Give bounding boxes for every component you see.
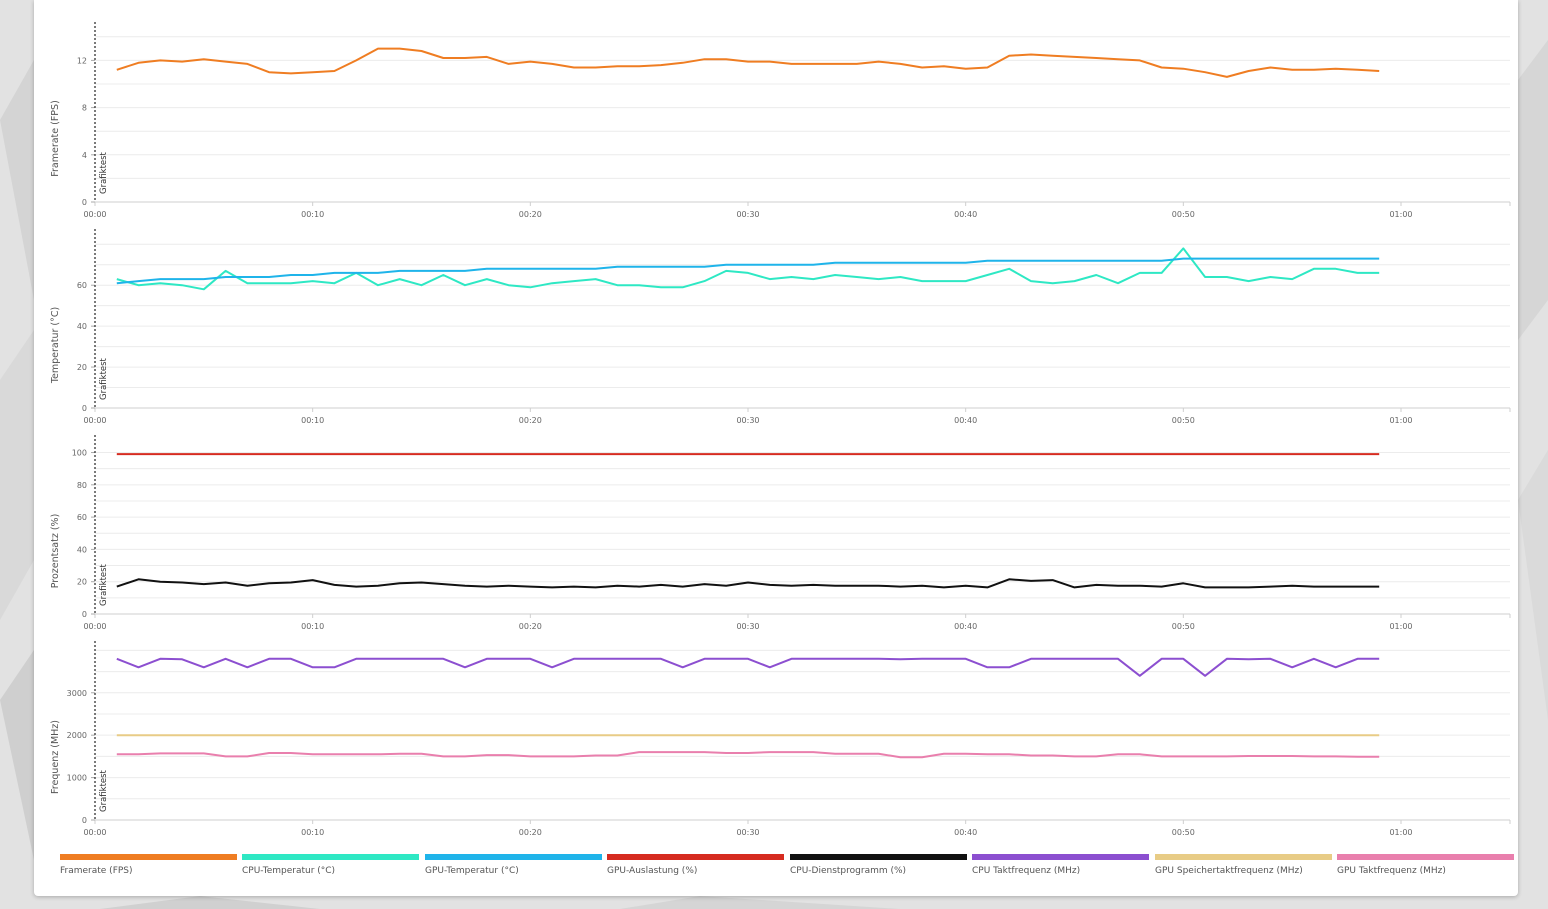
y-tick-label: 60 — [77, 281, 87, 290]
series-line — [116, 751, 1380, 759]
legend-item-gpu-mem-clock[interactable]: GPU Speichertaktfrequenz (MHz) — [1155, 854, 1332, 876]
y-tick-label: 12 — [77, 56, 87, 65]
x-tick-label: 00:40 — [954, 416, 977, 425]
legend-label: GPU-Temperatur (°C) — [425, 866, 519, 876]
x-tick-label: 00:00 — [83, 416, 106, 425]
legend-swatch — [1155, 854, 1332, 860]
x-tick-label: 00:40 — [954, 210, 977, 219]
y-axis-label: Framerate (FPS) — [50, 100, 61, 177]
y-tick-label: 60 — [77, 513, 87, 522]
series-line — [116, 578, 1380, 589]
x-tick-label: 00:00 — [83, 622, 106, 631]
legend-item-cpu-temp[interactable]: CPU-Temperatur (°C) — [242, 854, 419, 876]
x-tick-label: 00:40 — [954, 622, 977, 631]
y-tick-label: 0 — [82, 816, 87, 825]
series-line — [116, 257, 1380, 285]
legend-swatch — [972, 854, 1149, 860]
event-marker-label: Grafiktest — [99, 563, 109, 606]
legend-label: Framerate (FPS) — [60, 866, 133, 876]
legend-item-fps[interactable]: Framerate (FPS) — [60, 854, 237, 876]
legend-label: CPU-Dienstprogramm (%) — [790, 866, 907, 876]
x-tick-label: 00:30 — [736, 416, 759, 425]
x-tick-label: 01:00 — [1389, 622, 1412, 631]
series-line — [116, 657, 1380, 677]
y-tick-label: 0 — [82, 404, 87, 413]
x-tick-label: 00:20 — [519, 622, 542, 631]
x-tick-label: 00:00 — [83, 210, 106, 219]
legend-label: GPU Speichertaktfrequenz (MHz) — [1155, 866, 1303, 876]
chart-panel — [34, 0, 1518, 896]
event-marker-label: Grafiktest — [99, 357, 109, 400]
x-tick-label: 00:30 — [736, 210, 759, 219]
x-tick-label: 00:10 — [301, 416, 324, 425]
series-line — [116, 47, 1380, 78]
legend-item-gpu-temp[interactable]: GPU-Temperatur (°C) — [425, 854, 602, 876]
y-tick-label: 20 — [77, 578, 87, 587]
y-axis-label: Frequenz (MHz) — [50, 720, 61, 794]
legend-item-cpu-clock[interactable]: CPU Taktfrequenz (MHz) — [972, 854, 1149, 876]
legend-label: GPU-Auslastung (%) — [607, 866, 698, 876]
x-tick-label: 01:00 — [1389, 210, 1412, 219]
x-tick-label: 00:20 — [519, 416, 542, 425]
event-marker-label: Grafiktest — [99, 769, 109, 812]
y-tick-label: 20 — [77, 363, 87, 372]
legend-item-gpu-clock[interactable]: GPU Taktfrequenz (MHz) — [1337, 854, 1514, 876]
x-tick-label: 00:30 — [736, 622, 759, 631]
legend-swatch — [790, 854, 967, 860]
y-tick-label: 40 — [77, 322, 87, 331]
y-tick-label: 1000 — [67, 774, 87, 783]
x-tick-label: 00:20 — [519, 828, 542, 837]
x-tick-label: 00:10 — [301, 622, 324, 631]
x-tick-label: 00:50 — [1172, 416, 1195, 425]
x-tick-label: 00:20 — [519, 210, 542, 219]
legend-swatch — [60, 854, 237, 860]
y-tick-label: 2000 — [67, 731, 87, 740]
x-tick-label: 00:00 — [83, 828, 106, 837]
x-tick-label: 01:00 — [1389, 828, 1412, 837]
y-tick-label: 100 — [72, 449, 87, 458]
y-tick-label: 0 — [82, 610, 87, 619]
y-tick-label: 4 — [82, 151, 87, 160]
y-axis-label: Prozentsatz (%) — [50, 514, 61, 589]
y-tick-label: 40 — [77, 545, 87, 554]
legend-label: CPU-Temperatur (°C) — [242, 866, 336, 876]
y-tick-label: 0 — [82, 198, 87, 207]
legend-item-cpu-util[interactable]: CPU-Dienstprogramm (%) — [790, 854, 967, 876]
y-tick-label: 3000 — [67, 689, 87, 698]
x-tick-label: 00:10 — [301, 828, 324, 837]
legend: Framerate (FPS) CPU-Temperatur (°C) GPU-… — [60, 854, 1520, 884]
x-tick-label: 00:50 — [1172, 210, 1195, 219]
x-tick-label: 00:50 — [1172, 622, 1195, 631]
y-axis-label: Temperatur (°C) — [50, 307, 61, 384]
x-tick-label: 00:30 — [736, 828, 759, 837]
legend-swatch — [607, 854, 784, 860]
x-tick-label: 00:40 — [954, 828, 977, 837]
x-tick-label: 00:10 — [301, 210, 324, 219]
legend-label: GPU Taktfrequenz (MHz) — [1337, 866, 1446, 876]
legend-swatch — [1337, 854, 1514, 860]
y-tick-label: 80 — [77, 481, 87, 490]
legend-swatch — [242, 854, 419, 860]
x-tick-label: 01:00 — [1389, 416, 1412, 425]
event-marker-label: Grafiktest — [99, 151, 109, 194]
legend-item-gpu-load[interactable]: GPU-Auslastung (%) — [607, 854, 784, 876]
x-tick-label: 00:50 — [1172, 828, 1195, 837]
legend-swatch — [425, 854, 602, 860]
y-tick-label: 8 — [82, 104, 87, 113]
series-line — [116, 247, 1380, 291]
legend-label: CPU Taktfrequenz (MHz) — [972, 866, 1081, 876]
